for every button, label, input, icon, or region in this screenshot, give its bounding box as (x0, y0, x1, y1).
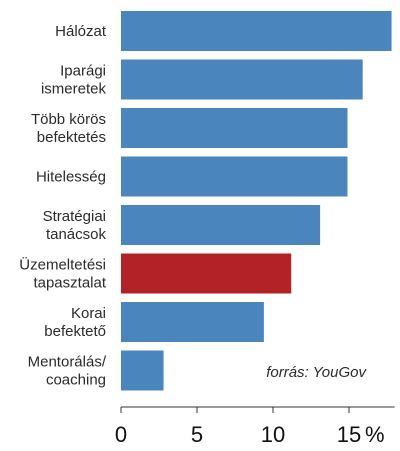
bar-0 (121, 11, 392, 51)
category-label-line: tapasztalat (33, 275, 106, 292)
category-label: Mentorálás/coaching (28, 354, 107, 389)
bar-7 (121, 350, 164, 391)
bar-6 (121, 302, 264, 342)
bar-4 (121, 205, 321, 245)
category-label-line: coaching (46, 372, 106, 389)
category-label-line: befektető (44, 323, 106, 340)
x-axis: 0 5 10 15% (115, 406, 395, 447)
x-tick-label: 10 (261, 422, 285, 447)
x-tick-label: 15 (337, 422, 361, 447)
bar-5 (121, 253, 292, 294)
bar-1 (121, 59, 363, 100)
source-annotation: forrás: YouGov (266, 364, 367, 381)
category-label-line: Korai (71, 305, 106, 322)
category-label-line: Iparági (60, 63, 106, 80)
bar-3 (121, 156, 348, 197)
category-label-line: tanácsok (46, 226, 107, 243)
category-label: Üzemeltetési tapasztalat (19, 256, 107, 292)
category-label-line: Hálózat (55, 23, 107, 40)
category-label-line: Hitelesség (36, 169, 106, 186)
category-label-line: befektetés (37, 129, 106, 146)
category-label: Hitelesség (36, 169, 106, 186)
bars-layer (121, 11, 392, 391)
category-label: Stratégiai tanácsok (43, 208, 107, 243)
bar-2 (121, 108, 348, 148)
x-tick-label: 5 (191, 422, 203, 447)
category-label-line: Üzemeltetési (19, 256, 106, 274)
x-tick-label: 0 (115, 422, 127, 447)
category-label-line: ismeretek (41, 81, 107, 98)
category-label: Több körös befektetés (31, 111, 106, 146)
category-label-line: Mentorálás/ (28, 354, 107, 371)
category-label-line: Stratégiai (43, 208, 106, 225)
category-label: Iparági ismeretek (41, 63, 107, 98)
x-axis-unit-label: % (365, 422, 385, 447)
category-label: Hálózat (55, 23, 107, 40)
category-label-line: Több körös (31, 111, 106, 128)
category-label: Korai befektető (44, 305, 106, 340)
